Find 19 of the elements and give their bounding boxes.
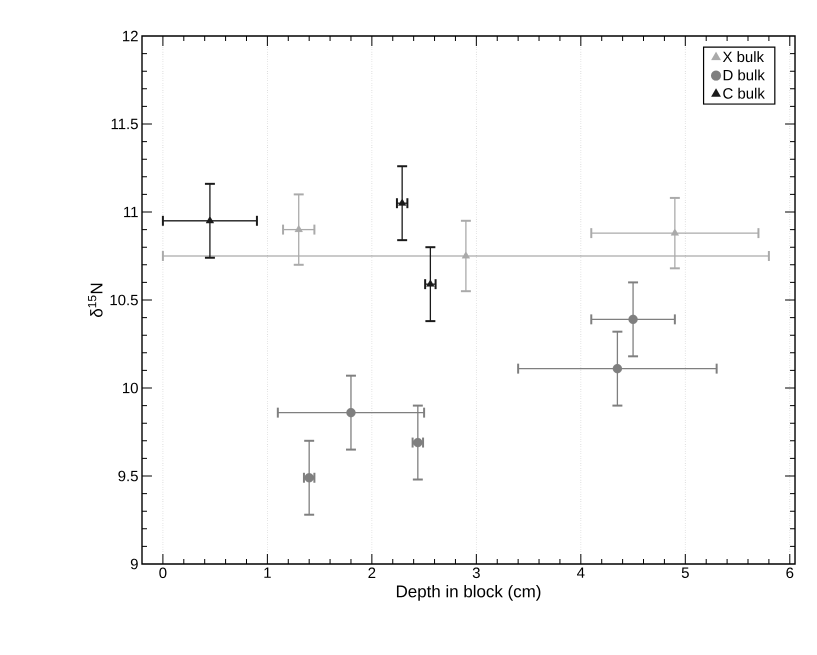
y-axis-title: δ$^{15}$N <box>88 284 103 317</box>
x-tick-label: 6 <box>786 568 794 578</box>
legend-label: C bulk <box>723 88 765 99</box>
y-tick-label: 9.5 <box>118 470 138 482</box>
x-tick-label: 5 <box>682 568 689 578</box>
y-tick-label: 11.5 <box>112 118 138 130</box>
x-tick-label: 4 <box>577 568 585 578</box>
x-tick-label: 1 <box>264 568 271 578</box>
x-axis-title: Depth in block (cm) <box>396 584 540 601</box>
y-tick-label: 10.5 <box>110 294 138 306</box>
x-tick-label: 0 <box>159 568 166 578</box>
y-tick-label: 9 <box>130 558 138 570</box>
x-tick-label: 2 <box>368 568 376 578</box>
legend-label: X bulk <box>722 51 764 62</box>
x-tick-label: 3 <box>472 568 480 578</box>
legend-label: D bulk <box>724 69 765 80</box>
y-tick-label: 11 <box>124 206 138 218</box>
y-tick-label: 12 <box>123 30 138 42</box>
y-tick-label: 10 <box>123 382 138 394</box>
